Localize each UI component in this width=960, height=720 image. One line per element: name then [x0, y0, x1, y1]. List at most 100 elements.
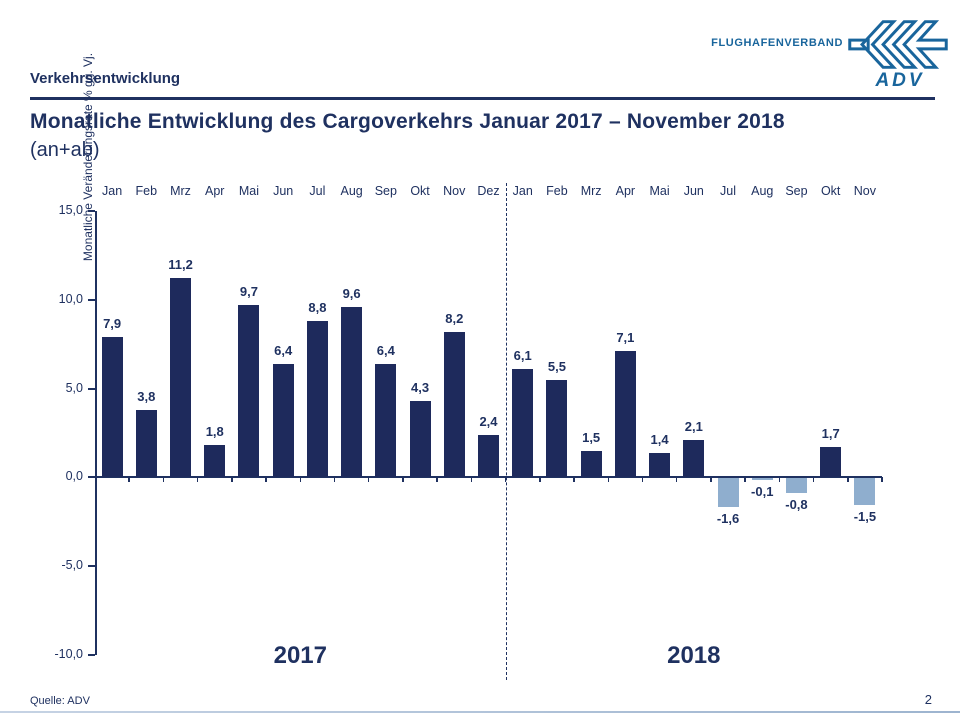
bar [854, 478, 876, 506]
month-label: Sep [374, 184, 397, 198]
section-kicker: Verkehrsentwicklung [30, 70, 181, 87]
bar [375, 363, 397, 478]
month-label: Mai [649, 184, 670, 198]
bar-value-label: -1,6 [716, 510, 740, 526]
x-tick-mark [402, 477, 404, 483]
x-tick-mark [607, 477, 609, 483]
year-divider-dashed-line [505, 183, 507, 680]
bar-value-label: 2,1 [684, 419, 703, 435]
x-tick-mark [778, 477, 781, 483]
bar-value-label: -0,1 [751, 484, 774, 500]
logo-org-text: FLUGHAFENVERBAND [711, 37, 843, 49]
bar-value-label: 7,9 [103, 316, 122, 332]
bar-value-label: 9,6 [342, 285, 361, 301]
bar [820, 447, 842, 478]
bar [341, 306, 363, 478]
x-tick-mark [196, 477, 199, 483]
month-label: Jun [273, 184, 294, 198]
month-label: Mrz [580, 184, 602, 198]
month-label: Mai [238, 184, 260, 198]
x-tick-mark [436, 477, 438, 483]
x-tick-mark [470, 477, 473, 483]
bar [546, 379, 568, 478]
bar [204, 445, 226, 478]
y-tick-mark [88, 210, 95, 212]
page-subtitle: (an+ab) [30, 139, 100, 161]
bar-value-label: 9,7 [239, 284, 258, 300]
logo-acronym: ADV [875, 70, 925, 91]
month-label: Okt [410, 184, 430, 198]
bar-value-label: 8,8 [308, 300, 327, 316]
bar-value-label: 6,1 [513, 348, 532, 364]
month-label: Sep [785, 184, 808, 198]
month-label: Nov [853, 184, 876, 198]
bar [580, 450, 602, 478]
x-tick-mark [367, 477, 370, 483]
month-label: Jul [720, 184, 736, 198]
x-tick-mark [128, 477, 130, 483]
y-tick-label: 5,0 [65, 380, 83, 395]
x-tick-mark [231, 477, 233, 483]
month-label: Dez [477, 184, 500, 198]
month-label: Mrz [170, 184, 191, 198]
bar-value-label: 3,8 [137, 388, 156, 404]
bar [135, 409, 157, 478]
bar [649, 452, 671, 478]
bar [478, 434, 499, 478]
month-label: Okt [820, 184, 841, 198]
x-tick-mark [162, 477, 165, 483]
bar-value-label: 8,2 [445, 310, 464, 326]
bar-value-label: 2,4 [479, 413, 498, 429]
month-label: Jun [683, 184, 704, 198]
x-tick-mark [333, 477, 336, 483]
x-tick-mark [812, 477, 815, 483]
bar-value-label: 6,4 [376, 342, 395, 358]
month-label: Feb [546, 184, 568, 198]
x-axis-line [95, 476, 882, 479]
y-axis-line [95, 211, 97, 655]
bar-value-label: 11,2 [168, 257, 193, 273]
x-tick-mark [675, 477, 678, 483]
bar [512, 369, 534, 478]
x-tick-mark [539, 477, 541, 483]
x-tick-mark [299, 477, 302, 483]
bar-value-label: 6,4 [274, 342, 293, 358]
group-label-2018: 2018 [667, 642, 721, 669]
bar [306, 321, 328, 478]
month-label: Feb [135, 184, 158, 198]
group-label-2017: 2017 [273, 642, 327, 669]
x-tick-mark [641, 477, 644, 483]
x-tick-mark [710, 477, 712, 483]
month-label: Jan [102, 184, 123, 198]
y-tick-label: 15,0 [58, 203, 83, 217]
bar-value-label: 5,5 [547, 358, 566, 374]
bar [409, 401, 431, 478]
month-label: Jan [512, 184, 533, 198]
x-tick-mark [881, 477, 883, 483]
bar [170, 278, 192, 478]
header-rule [30, 97, 935, 100]
y-tick-mark [88, 298, 95, 301]
bar [614, 351, 636, 478]
bar-value-label: 1,7 [821, 426, 840, 442]
bar-chart-plot-area: 15,0 10,0 5,0 0,0 -5,0 -10,0 Jan 7,9 Feb 3,8 Mrz 11… [55, 184, 883, 661]
x-tick-mark [744, 477, 746, 483]
x-tick-mark [573, 477, 575, 483]
y-tick-label: -10,0 [54, 647, 84, 661]
month-label: Apr [205, 184, 225, 198]
footer-accent-line [0, 711, 960, 713]
bar [101, 337, 123, 478]
adv-arrow-icon [848, 20, 948, 69]
bar-value-label: 1,5 [582, 429, 601, 445]
bar-value-label: 4,3 [411, 380, 430, 396]
bar [272, 363, 294, 478]
y-tick-label: -5,0 [61, 558, 83, 573]
bar-value-label: -0,8 [785, 496, 808, 512]
bar [443, 331, 465, 478]
bar [751, 478, 773, 481]
y-tick-mark [88, 387, 95, 390]
y-axis-title: Monatliche Veränderungsrate % gg. Vj. [81, 52, 95, 262]
month-label: Jul [309, 184, 326, 198]
source-note: Quelle: ADV [30, 695, 90, 707]
